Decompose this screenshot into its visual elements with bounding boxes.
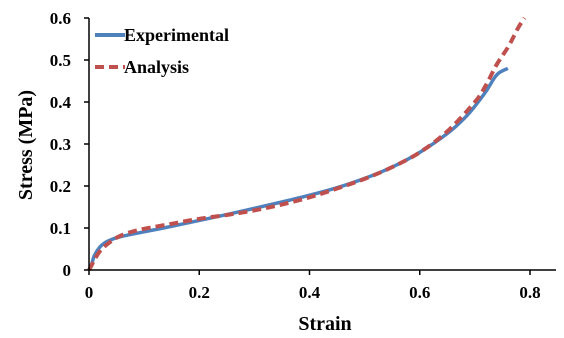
x-tick-label: 0 <box>85 283 94 302</box>
data-point-analysis <box>171 223 172 224</box>
data-point-analysis <box>447 131 448 132</box>
data-point-analysis <box>337 188 338 189</box>
series-line-experimental <box>87 66 509 271</box>
data-point-analysis <box>116 237 117 238</box>
data-point-analysis <box>94 259 95 260</box>
data-point-experimental <box>105 242 106 243</box>
y-tick-label: 0.1 <box>50 219 71 238</box>
x-tick-label: 0.8 <box>519 283 540 302</box>
legend-label-analysis: Analysis <box>124 57 189 77</box>
data-point-experimental <box>507 68 508 69</box>
tick-group: 0 0.2 0.4 0.6 0.8 0 0.1 0.2 0.3 0.4 0.5 0.6 <box>50 9 541 302</box>
legend-label-experimental: Experimental <box>124 25 229 45</box>
y-tick-label: 0.3 <box>50 135 71 154</box>
data-point-analysis <box>496 64 497 65</box>
data-point-analysis <box>507 47 508 48</box>
data-point-analysis <box>524 18 525 19</box>
data-point-analysis <box>100 251 101 252</box>
data-point-analysis <box>144 228 145 229</box>
data-point-experimental <box>281 202 282 203</box>
data-point-analysis <box>199 218 200 219</box>
series-line-analysis <box>87 16 527 272</box>
data-point-analysis <box>519 26 520 27</box>
data-point-analysis <box>226 215 227 216</box>
data-point-experimental <box>496 74 497 75</box>
x-tick-label: 0.2 <box>189 283 210 302</box>
data-point-experimental <box>463 118 464 119</box>
data-point-analysis <box>254 210 255 211</box>
data-point-analysis <box>281 204 282 205</box>
y-tick-label: 0.6 <box>50 9 71 28</box>
data-point-analysis <box>485 85 486 86</box>
data-point-analysis <box>127 233 128 234</box>
data-point-analysis <box>364 178 365 179</box>
data-point-analysis <box>105 245 106 246</box>
y-tick-label: 0 <box>63 261 72 280</box>
plot-lines <box>87 16 527 272</box>
axes <box>88 18 556 271</box>
data-point-analysis <box>419 152 420 153</box>
x-tick-label: 0.4 <box>299 283 321 302</box>
y-tick-label: 0.2 <box>50 177 71 196</box>
data-point-analysis <box>392 167 393 168</box>
legend: Experimental Analysis <box>95 25 229 77</box>
data-point-experimental <box>127 235 128 236</box>
y-tick-label: 0.5 <box>50 51 71 70</box>
data-point-analysis <box>111 241 112 242</box>
data-point-analysis <box>91 265 92 266</box>
y-tick-label: 0.4 <box>50 93 72 112</box>
y-axis-title: Stress (MPa) <box>15 90 37 200</box>
data-point-experimental <box>144 231 145 232</box>
data-point-experimental <box>100 246 101 247</box>
data-point-analysis <box>474 102 475 103</box>
data-point-experimental <box>485 91 486 92</box>
data-point-experimental <box>474 106 475 107</box>
x-tick-label: 0.6 <box>409 283 430 302</box>
data-point-experimental <box>171 226 172 227</box>
data-point-analysis <box>513 36 514 37</box>
x-axis-title: Strain <box>298 313 351 335</box>
data-point-analysis <box>309 197 310 198</box>
